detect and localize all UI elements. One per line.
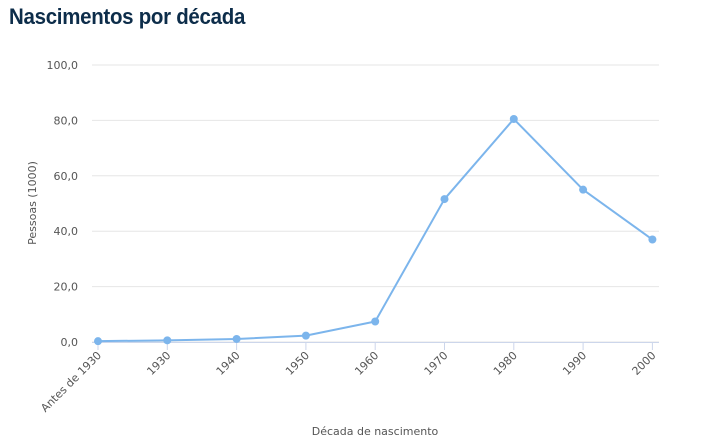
x-tick-label: 1950 bbox=[283, 349, 312, 378]
data-point[interactable] bbox=[371, 317, 380, 326]
x-tick-label: 1980 bbox=[491, 349, 520, 378]
data-point[interactable] bbox=[94, 337, 102, 346]
x-tick-label: 1960 bbox=[352, 349, 381, 378]
data-point[interactable] bbox=[163, 336, 172, 345]
data-point[interactable] bbox=[301, 331, 310, 340]
x-tick-label: 1970 bbox=[422, 349, 451, 378]
data-point[interactable] bbox=[579, 185, 588, 194]
x-axis-title: Década de nascimento bbox=[312, 425, 439, 438]
data-point[interactable] bbox=[440, 195, 449, 204]
x-tick-label: Antes de 1930 bbox=[38, 349, 104, 415]
y-tick-labels: 0,0 20,0 40,0 60,0 80,0 100,0 bbox=[47, 59, 79, 349]
x-tick-label: 1940 bbox=[214, 349, 243, 378]
data-point[interactable] bbox=[648, 235, 657, 244]
series-group bbox=[94, 115, 657, 346]
y-tick-label: 20,0 bbox=[54, 281, 79, 294]
gridlines bbox=[92, 64, 659, 343]
y-tick-label: 0,0 bbox=[61, 336, 79, 349]
x-tick-label: 2000 bbox=[630, 349, 659, 378]
y-tick-label: 40,0 bbox=[54, 225, 79, 238]
y-tick-label: 60,0 bbox=[54, 170, 79, 183]
x-tick-label: 1930 bbox=[144, 349, 173, 378]
series-line bbox=[97, 118, 654, 343]
data-point[interactable] bbox=[509, 115, 518, 124]
y-tick-label: 80,0 bbox=[54, 114, 79, 127]
y-tick-label: 100,0 bbox=[47, 59, 79, 72]
data-point[interactable] bbox=[232, 334, 241, 343]
x-tick-labels: Antes de 1930 1930 1940 1950 1960 1970 1980 199… bbox=[38, 342, 659, 415]
x-tick-label: 1990 bbox=[560, 349, 589, 378]
page-title: Nascimentos por década bbox=[9, 4, 246, 29]
y-axis-title: Pessoas (1000) bbox=[26, 161, 39, 245]
